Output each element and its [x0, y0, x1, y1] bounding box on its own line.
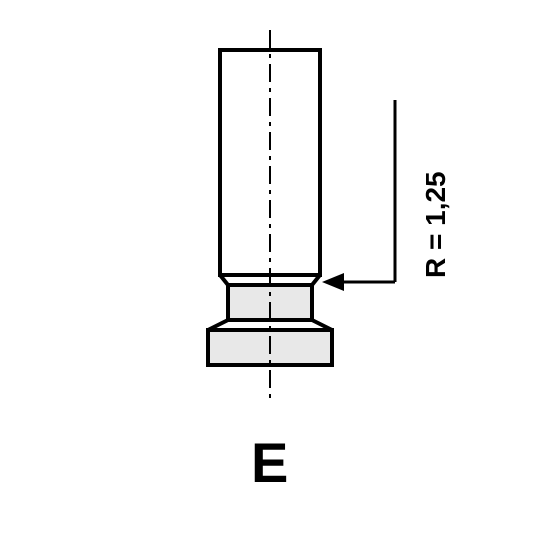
- diagram-canvas: E R = 1,25: [0, 0, 540, 540]
- letter-label: E: [251, 430, 288, 495]
- radius-label: R = 1,25: [420, 171, 452, 278]
